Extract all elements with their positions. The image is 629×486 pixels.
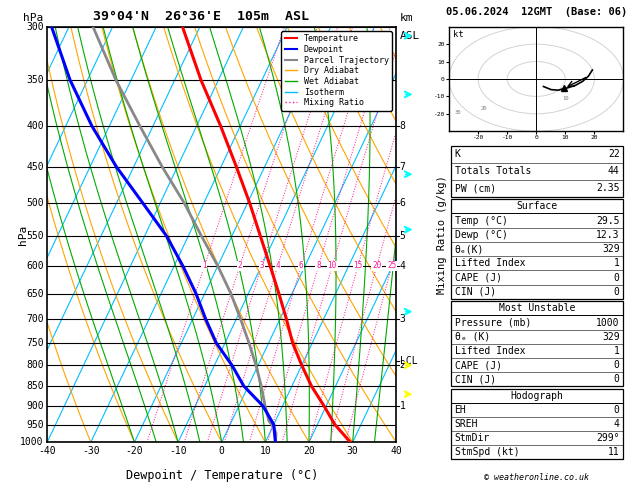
Text: -20: -20 — [126, 447, 143, 456]
Text: 950: 950 — [26, 419, 43, 430]
Text: 30: 30 — [347, 447, 359, 456]
Text: PW (cm): PW (cm) — [455, 183, 496, 193]
Text: 550: 550 — [26, 231, 43, 241]
Legend: Temperature, Dewpoint, Parcel Trajectory, Dry Adiabat, Wet Adiabat, Isotherm, Mi: Temperature, Dewpoint, Parcel Trajectory… — [281, 31, 392, 110]
Text: K: K — [455, 149, 460, 159]
Text: 05.06.2024  12GMT  (Base: 06): 05.06.2024 12GMT (Base: 06) — [445, 7, 627, 17]
Text: 0: 0 — [614, 360, 620, 370]
Text: Most Unstable: Most Unstable — [499, 303, 576, 313]
Text: 40: 40 — [391, 447, 402, 456]
Text: 500: 500 — [26, 198, 43, 208]
Text: -40: -40 — [38, 447, 56, 456]
Text: 0: 0 — [614, 405, 620, 415]
Text: 0: 0 — [614, 273, 620, 282]
Text: 30: 30 — [455, 110, 461, 115]
Text: 1000: 1000 — [596, 317, 620, 328]
Text: 7: 7 — [400, 162, 406, 172]
Text: 850: 850 — [26, 381, 43, 391]
Text: 11: 11 — [608, 447, 620, 457]
Text: Surface: Surface — [516, 201, 558, 211]
Text: 10: 10 — [328, 261, 337, 270]
Text: 600: 600 — [26, 261, 43, 271]
Text: θₑ(K): θₑ(K) — [455, 244, 484, 254]
Text: 39°04'N  26°36'E  105m  ASL: 39°04'N 26°36'E 105m ASL — [92, 10, 309, 22]
Text: Mixing Ratio (g/kg): Mixing Ratio (g/kg) — [437, 175, 447, 294]
Text: SREH: SREH — [455, 419, 478, 429]
Text: 350: 350 — [26, 75, 43, 85]
Text: 20: 20 — [372, 261, 381, 270]
Text: 2.35: 2.35 — [596, 183, 620, 193]
Text: 10: 10 — [562, 96, 569, 101]
Text: 650: 650 — [26, 289, 43, 298]
Text: 5: 5 — [400, 231, 406, 241]
Text: 0: 0 — [219, 447, 225, 456]
Text: 1: 1 — [614, 258, 620, 268]
Text: LCL: LCL — [400, 356, 418, 366]
Text: CAPE (J): CAPE (J) — [455, 360, 501, 370]
Text: ASL: ASL — [400, 31, 420, 41]
Text: 900: 900 — [26, 401, 43, 411]
Text: 6: 6 — [400, 198, 406, 208]
Text: 329: 329 — [602, 332, 620, 342]
Text: StmSpd (kt): StmSpd (kt) — [455, 447, 519, 457]
Text: kt: kt — [452, 30, 463, 39]
Text: 4: 4 — [276, 261, 280, 270]
Text: 44: 44 — [608, 166, 620, 176]
Text: km: km — [400, 13, 413, 22]
Text: 8: 8 — [316, 261, 321, 270]
Text: 2: 2 — [400, 360, 406, 370]
Text: hPa: hPa — [23, 13, 43, 22]
Text: CIN (J): CIN (J) — [455, 374, 496, 384]
Text: Dewpoint / Temperature (°C): Dewpoint / Temperature (°C) — [126, 469, 318, 482]
Text: 0: 0 — [614, 287, 620, 297]
Text: 800: 800 — [26, 360, 43, 370]
Text: 329: 329 — [602, 244, 620, 254]
Text: Lifted Index: Lifted Index — [455, 258, 525, 268]
Text: 10: 10 — [260, 447, 271, 456]
Text: © weatheronline.co.uk: © weatheronline.co.uk — [484, 473, 589, 482]
Text: 2: 2 — [238, 261, 242, 270]
Text: Totals Totals: Totals Totals — [455, 166, 531, 176]
Text: 4: 4 — [400, 261, 406, 271]
Text: 1: 1 — [202, 261, 207, 270]
Text: 15: 15 — [353, 261, 362, 270]
Text: 29.5: 29.5 — [596, 216, 620, 226]
Text: 3: 3 — [259, 261, 264, 270]
Text: 1: 1 — [400, 401, 406, 411]
Text: 4: 4 — [614, 419, 620, 429]
Text: 25: 25 — [387, 261, 396, 270]
Text: StmDir: StmDir — [455, 433, 490, 443]
Text: -30: -30 — [82, 447, 99, 456]
Text: 1000: 1000 — [20, 437, 43, 447]
Text: Temp (°C): Temp (°C) — [455, 216, 508, 226]
Text: EH: EH — [455, 405, 466, 415]
Text: 12.3: 12.3 — [596, 230, 620, 240]
Text: CAPE (J): CAPE (J) — [455, 273, 501, 282]
Text: 20: 20 — [303, 447, 315, 456]
Text: Hodograph: Hodograph — [511, 391, 564, 401]
Text: θₑ (K): θₑ (K) — [455, 332, 490, 342]
Text: 750: 750 — [26, 338, 43, 348]
Text: 300: 300 — [26, 22, 43, 32]
Text: 299°: 299° — [596, 433, 620, 443]
Text: hPa: hPa — [18, 225, 28, 244]
Text: -10: -10 — [169, 447, 187, 456]
Text: 22: 22 — [608, 149, 620, 159]
Text: 400: 400 — [26, 121, 43, 131]
Text: 8: 8 — [400, 121, 406, 131]
Text: 3: 3 — [400, 314, 406, 324]
Text: 700: 700 — [26, 314, 43, 324]
Text: CIN (J): CIN (J) — [455, 287, 496, 297]
Text: 6: 6 — [299, 261, 304, 270]
Text: 450: 450 — [26, 162, 43, 172]
Text: Dewp (°C): Dewp (°C) — [455, 230, 508, 240]
Text: Pressure (mb): Pressure (mb) — [455, 317, 531, 328]
Text: 1: 1 — [614, 346, 620, 356]
Text: 20: 20 — [481, 106, 487, 111]
Text: 0: 0 — [614, 374, 620, 384]
Text: Lifted Index: Lifted Index — [455, 346, 525, 356]
